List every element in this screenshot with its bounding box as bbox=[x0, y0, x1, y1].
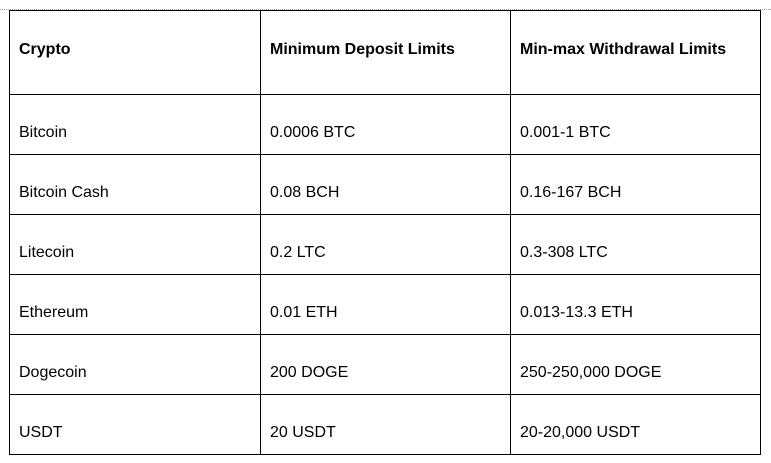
cell-crypto: Ethereum bbox=[9, 274, 261, 335]
cell-crypto: USDT bbox=[9, 394, 261, 455]
crypto-limits-table: Crypto Minimum Deposit Limits Min-max Wi… bbox=[9, 10, 761, 455]
cell-min-deposit: 0.01 ETH bbox=[260, 274, 511, 335]
table-row: Ethereum 0.01 ETH 0.013-13.3 ETH bbox=[9, 274, 761, 335]
header-min-deposit: Minimum Deposit Limits bbox=[260, 10, 511, 95]
cell-withdrawal-limits: 0.16-167 BCH bbox=[510, 154, 761, 215]
header-withdrawal-limits: Min-max Withdrawal Limits bbox=[510, 10, 761, 95]
table-row: Bitcoin 0.0006 BTC 0.001-1 BTC bbox=[9, 94, 761, 155]
cell-withdrawal-limits: 0.001-1 BTC bbox=[510, 94, 761, 155]
table-row: Litecoin 0.2 LTC 0.3-308 LTC bbox=[9, 214, 761, 275]
header-crypto: Crypto bbox=[9, 10, 261, 95]
table-row: Dogecoin 200 DOGE 250-250,000 DOGE bbox=[9, 334, 761, 395]
cell-crypto: Bitcoin bbox=[9, 94, 261, 155]
cell-min-deposit: 0.2 LTC bbox=[260, 214, 511, 275]
page-top-dotted-divider bbox=[0, 9, 771, 10]
cell-min-deposit: 0.0006 BTC bbox=[260, 94, 511, 155]
cell-min-deposit: 0.08 BCH bbox=[260, 154, 511, 215]
cell-min-deposit: 20 USDT bbox=[260, 394, 511, 455]
cell-crypto: Bitcoin Cash bbox=[9, 154, 261, 215]
cell-crypto: Dogecoin bbox=[9, 334, 261, 395]
cell-crypto: Litecoin bbox=[9, 214, 261, 275]
cell-withdrawal-limits: 20-20,000 USDT bbox=[510, 394, 761, 455]
table-body: Bitcoin 0.0006 BTC 0.001-1 BTC Bitcoin Cash… bbox=[9, 94, 761, 455]
table-row: Bitcoin Cash 0.08 BCH 0.16-167 BCH bbox=[9, 154, 761, 215]
table-row: USDT 20 USDT 20-20,000 USDT bbox=[9, 394, 761, 455]
table-header-row: Crypto Minimum Deposit Limits Min-max Wi… bbox=[9, 10, 761, 95]
cell-withdrawal-limits: 0.3-308 LTC bbox=[510, 214, 761, 275]
cell-withdrawal-limits: 250-250,000 DOGE bbox=[510, 334, 761, 395]
cell-min-deposit: 200 DOGE bbox=[260, 334, 511, 395]
cell-withdrawal-limits: 0.013-13.3 ETH bbox=[510, 274, 761, 335]
